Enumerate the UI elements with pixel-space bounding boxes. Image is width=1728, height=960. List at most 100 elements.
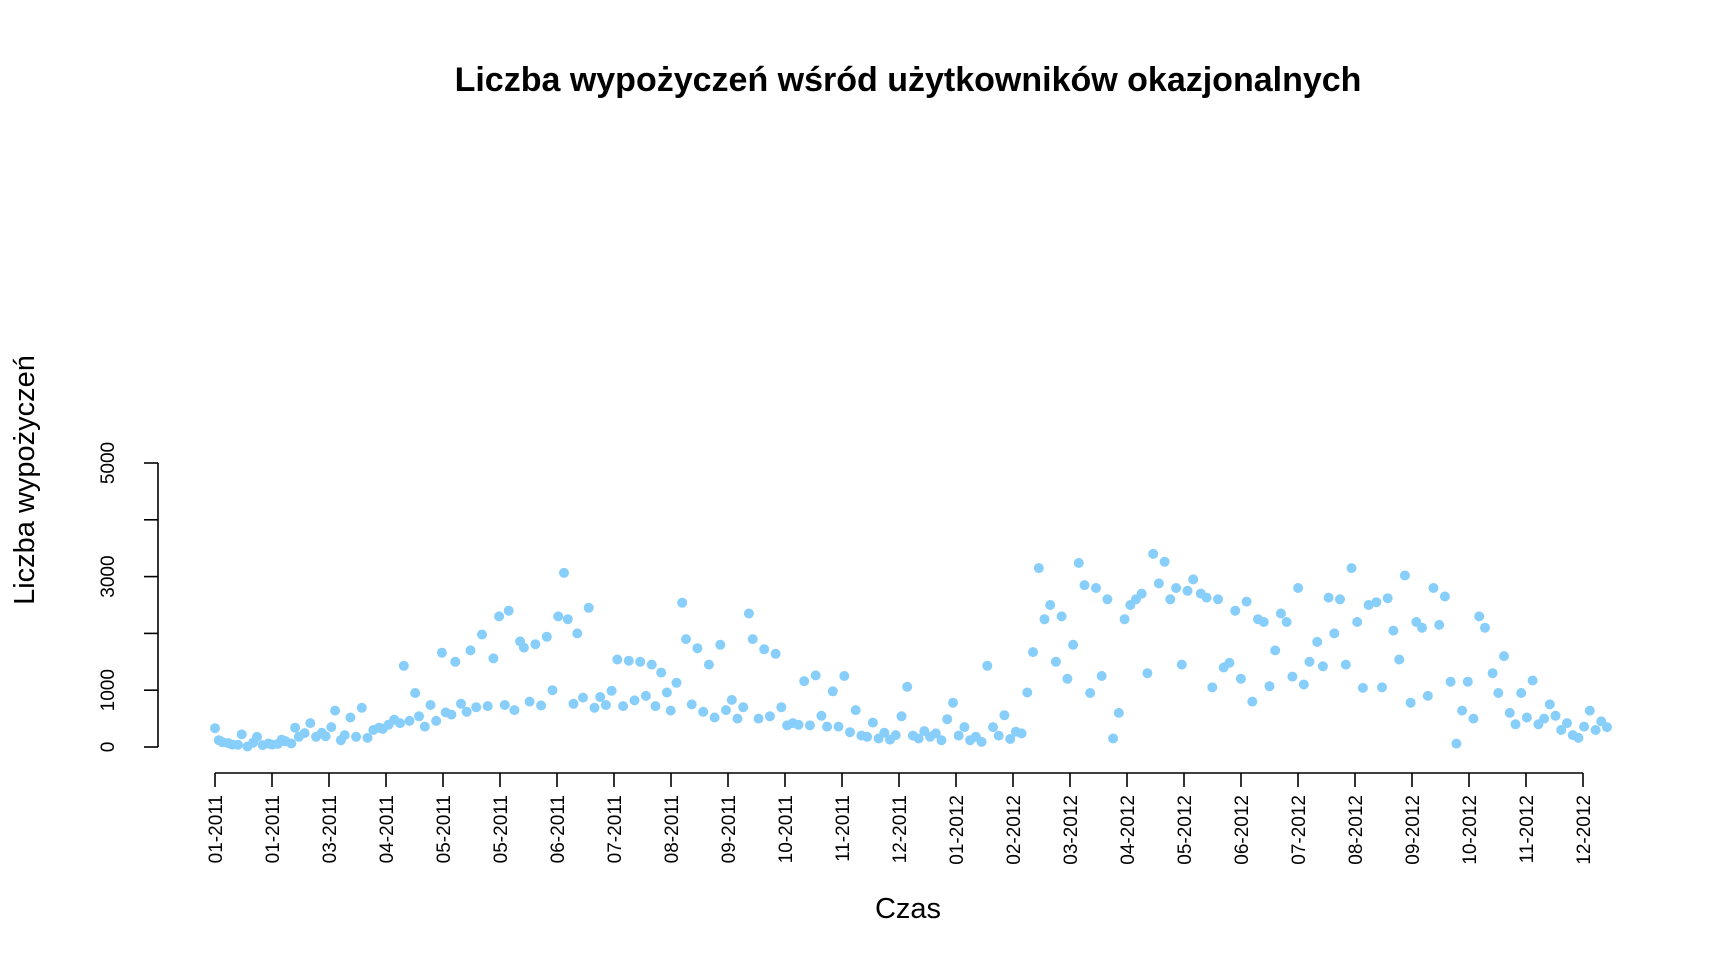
data-point xyxy=(530,639,541,650)
data-point xyxy=(1544,699,1555,710)
data-point xyxy=(362,732,373,743)
data-point xyxy=(1096,671,1107,681)
data-point xyxy=(1213,594,1223,605)
data-point xyxy=(1550,710,1561,721)
data-point xyxy=(1312,636,1323,647)
data-point xyxy=(1005,734,1016,744)
data-point xyxy=(721,705,731,716)
data-point xyxy=(1102,594,1113,605)
x-tick-label: 06-2012 xyxy=(1232,795,1253,865)
x-tick-label: 04-2011 xyxy=(377,795,398,863)
data-point xyxy=(471,702,482,713)
data-point xyxy=(715,639,726,650)
data-point xyxy=(572,628,583,639)
data-point xyxy=(948,697,958,708)
data-point xyxy=(1165,594,1176,605)
data-point xyxy=(1428,583,1439,593)
x-tick-label: 07-2012 xyxy=(1289,795,1310,865)
data-point xyxy=(1462,676,1473,687)
data-point xyxy=(1258,617,1269,627)
data-point xyxy=(1340,659,1351,670)
data-point xyxy=(1028,647,1038,658)
data-point xyxy=(867,717,878,728)
x-tick-label: 01-2011 xyxy=(263,795,284,863)
data-point xyxy=(232,739,243,750)
data-point xyxy=(1073,558,1084,568)
data-point xyxy=(1062,673,1073,684)
data-point xyxy=(1573,732,1584,743)
x-tick-label: 01-2012 xyxy=(947,795,968,865)
data-point xyxy=(398,660,409,671)
data-point xyxy=(816,710,827,721)
data-point xyxy=(1329,628,1340,639)
x-tick-label: 05-2011 xyxy=(434,795,455,863)
data-point xyxy=(425,700,436,710)
data-point xyxy=(913,733,924,744)
x-tick-label: 03-2012 xyxy=(1061,795,1082,865)
x-tick-label: 11-2011 xyxy=(833,795,854,862)
data-point xyxy=(518,642,529,653)
data-point xyxy=(1434,619,1445,630)
x-tick-label: 11-2012 xyxy=(1517,795,1538,863)
data-point xyxy=(477,629,487,640)
data-point xyxy=(1468,713,1479,724)
data-point xyxy=(839,671,850,681)
x-axis-label: Czas xyxy=(875,893,941,925)
data-point xyxy=(850,705,861,716)
x-tick-label: 10-2011 xyxy=(776,795,797,863)
x-tick-label: 08-2011 xyxy=(662,795,683,863)
data-point xyxy=(494,611,505,622)
data-point xyxy=(1270,645,1281,656)
data-point xyxy=(1317,661,1328,672)
data-point xyxy=(1405,697,1416,708)
data-point xyxy=(1176,659,1187,670)
chart-title: Liczba wypożyczeń wśród użytkowników oka… xyxy=(455,61,1362,99)
data-point xyxy=(726,694,737,705)
data-point xyxy=(1171,583,1182,593)
data-point xyxy=(681,634,691,645)
data-point xyxy=(503,605,514,616)
data-point xyxy=(1474,611,1485,622)
data-point xyxy=(1235,673,1246,684)
data-point xyxy=(600,700,611,710)
x-tick-label: 01-2011 xyxy=(206,795,227,863)
data-point xyxy=(999,710,1010,721)
x-axis: 01-2011 01-2011 03-2011 04-2011 05-2011 05-20… xyxy=(206,772,1595,865)
data-point xyxy=(1562,718,1572,729)
data-point xyxy=(618,701,629,712)
x-tick-label: 08-2012 xyxy=(1346,795,1367,865)
data-point xyxy=(252,731,262,742)
data-point xyxy=(1136,588,1147,599)
data-point xyxy=(339,730,350,741)
data-point xyxy=(1050,656,1061,667)
data-point xyxy=(623,655,634,666)
data-point xyxy=(547,685,558,696)
data-point xyxy=(1527,675,1538,686)
data-point xyxy=(499,700,510,710)
data-point xyxy=(305,718,316,729)
data-point xyxy=(635,656,646,667)
data-point xyxy=(709,712,720,723)
data-point xyxy=(982,660,993,671)
data-point xyxy=(1207,682,1218,693)
data-point xyxy=(1142,668,1153,679)
data-point xyxy=(988,722,998,733)
data-point xyxy=(482,701,493,712)
x-tick-label: 07-2011 xyxy=(605,795,626,863)
data-point xyxy=(822,721,833,732)
x-tick-label: 12-2011 xyxy=(890,795,911,863)
data-point xyxy=(1182,585,1193,596)
data-point xyxy=(210,723,220,734)
data-point xyxy=(732,713,743,724)
data-point xyxy=(1033,563,1044,574)
data-point xyxy=(1394,654,1405,665)
data-point xyxy=(1275,608,1286,619)
data-point xyxy=(1590,725,1601,735)
data-point xyxy=(1493,688,1504,698)
data-point xyxy=(1224,657,1235,668)
data-point xyxy=(1445,676,1456,687)
data-point xyxy=(799,676,810,687)
data-point xyxy=(656,667,667,678)
data-point xyxy=(320,731,331,742)
